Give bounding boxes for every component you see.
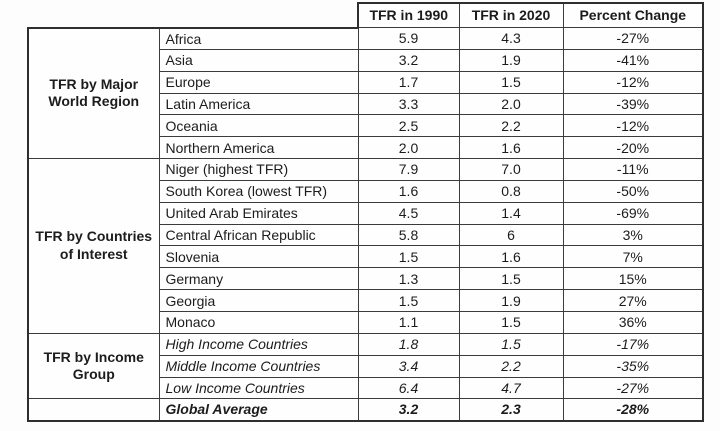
- tfr-1990-value: 7.9: [357, 158, 460, 181]
- tfr-1990-value: 3.4: [357, 354, 460, 378]
- percent-change-value: -12%: [562, 70, 704, 94]
- percent-change-value: -41%: [562, 48, 704, 72]
- percent-change-value: -27%: [562, 27, 704, 50]
- tfr-1990-value: 6.4: [357, 376, 460, 400]
- group-label-countries-of-interest: TFR by Countries of Interest: [27, 158, 160, 334]
- percent-change-value: -28%: [562, 398, 704, 422]
- row-label: Niger (highest TFR): [158, 158, 359, 181]
- table-row: TFR by Major World Region Africa 5.9 4.3…: [27, 26, 704, 160]
- tfr-1990-value: 2.0: [357, 136, 460, 160]
- row-label: Central African Republic: [158, 223, 359, 247]
- global-average-row: Global Average 3.2 2.3 -28%: [27, 398, 704, 422]
- tfr-1990-value: 2.5: [357, 114, 460, 138]
- tfr-1990-value: 3.2: [357, 398, 460, 422]
- tfr-1990-value: 1.3: [357, 267, 460, 291]
- percent-change-value: 3%: [562, 223, 704, 247]
- tfr-1990-value: 1.6: [357, 179, 460, 203]
- table-row: TFR by Countries of Interest Niger (high…: [27, 158, 704, 334]
- row-label: Low Income Countries: [158, 376, 359, 400]
- table-row: TFR by Income Group High Income Countrie…: [27, 332, 704, 400]
- tfr-2020-value: 1.6: [458, 136, 564, 160]
- tfr-2020-value: 1.5: [458, 267, 564, 291]
- table-row: Georgia 1.5 1.9 27%: [28, 289, 704, 312]
- tfr-2020-value: 2.2: [458, 114, 564, 138]
- table-row: Oceania 2.5 2.2 -12%: [28, 114, 704, 138]
- table-row: United Arab Emirates 4.5 1.4 -69%: [28, 201, 704, 225]
- table-row: Middle Income Countries 3.4 2.2 -35%: [28, 354, 704, 378]
- row-label: Germany: [158, 267, 359, 291]
- percent-change-value: 36%: [562, 310, 704, 334]
- percent-change-value: -27%: [562, 376, 704, 400]
- tfr-2020-value: 1.5: [458, 310, 564, 334]
- column-header-tfr-1990: TFR in 1990: [357, 2, 460, 28]
- row-label: Northern America: [158, 136, 359, 160]
- tfr-2020-value: 6: [458, 223, 564, 247]
- table-row: Slovenia 1.5 1.6 7%: [28, 245, 704, 269]
- percent-change-value: -11%: [562, 158, 704, 181]
- tfr-1990-value: 3.2: [357, 48, 460, 72]
- row-label: Georgia: [158, 289, 359, 312]
- table-row: South Korea (lowest TFR) 1.6 0.8 -50%: [28, 179, 704, 203]
- row-label: Global Average: [158, 398, 359, 422]
- tfr-1990-value: 1.5: [357, 245, 460, 269]
- tfr-table: TFR in 1990 TFR in 2020 Percent Change T…: [27, 2, 704, 422]
- tfr-2020-value: 4.7: [458, 376, 564, 400]
- group-label-major-world-region: TFR by Major World Region: [27, 26, 160, 160]
- tfr-2020-value: 1.9: [458, 48, 564, 72]
- row-label: High Income Countries: [158, 332, 359, 356]
- row-label: Asia: [158, 48, 359, 72]
- column-header-percent-change: Percent Change: [562, 2, 704, 28]
- tfr-2020-value: 2.0: [458, 92, 564, 116]
- percent-change-value: -69%: [562, 201, 704, 225]
- table-row: Asia 3.2 1.9 -41%: [28, 48, 704, 72]
- percent-change-value: 7%: [562, 245, 704, 269]
- tfr-2020-value: 2.3: [458, 398, 564, 422]
- row-label: Europe: [158, 70, 359, 94]
- row-label: Africa: [158, 26, 359, 50]
- tfr-2020-value: 1.5: [458, 332, 564, 356]
- group-label-income-group: TFR by Income Group: [27, 332, 160, 400]
- tfr-2020-value: 1.5: [458, 70, 564, 94]
- table-row: Northern America 2.0 1.6 -20%: [28, 136, 704, 160]
- tfr-1990-value: 5.8: [357, 223, 460, 247]
- footer-blank-cell: [27, 398, 160, 422]
- tfr-2020-value: 7.0: [458, 158, 564, 181]
- tfr-2020-value: 4.3: [458, 27, 564, 50]
- tfr-2020-value: 1.6: [458, 245, 564, 269]
- percent-change-value: -12%: [562, 114, 704, 138]
- percent-change-value: 27%: [562, 289, 704, 312]
- percent-change-value: -50%: [562, 179, 704, 203]
- tfr-1990-value: 1.1: [357, 310, 460, 334]
- percent-change-value: -17%: [562, 332, 704, 356]
- tfr-1990-value: 1.7: [357, 70, 460, 94]
- tfr-2020-value: 1.9: [458, 289, 564, 312]
- row-label: South Korea (lowest TFR): [158, 179, 359, 203]
- tfr-2020-value: 0.8: [458, 179, 564, 203]
- tfr-1990-value: 5.9: [357, 27, 460, 50]
- column-header-tfr-2020: TFR in 2020: [458, 2, 564, 28]
- row-label: United Arab Emirates: [158, 201, 359, 225]
- tfr-1990-value: 1.8: [357, 332, 460, 356]
- table-row: Europe 1.7 1.5 -12%: [28, 70, 704, 94]
- table-row: Latin America 3.3 2.0 -39%: [28, 92, 704, 116]
- table-row: Germany 1.3 1.5 15%: [28, 267, 704, 291]
- tfr-1990-value: 1.5: [357, 289, 460, 312]
- percent-change-value: -35%: [562, 354, 704, 378]
- header-blank-area: [28, 3, 358, 28]
- tfr-2020-value: 1.4: [458, 201, 564, 225]
- header-row: TFR in 1990 TFR in 2020 Percent Change: [28, 2, 704, 28]
- row-label: Monaco: [158, 310, 359, 334]
- row-label: Slovenia: [158, 245, 359, 269]
- tfr-2020-value: 2.2: [458, 354, 564, 378]
- tfr-1990-value: 4.5: [357, 201, 460, 225]
- percent-change-value: -39%: [562, 92, 704, 116]
- row-label: Oceania: [158, 114, 359, 138]
- row-label: Middle Income Countries: [158, 354, 359, 378]
- percent-change-value: 15%: [562, 267, 704, 291]
- row-label: Latin America: [158, 92, 359, 116]
- percent-change-value: -20%: [562, 136, 704, 160]
- tfr-1990-value: 3.3: [357, 92, 460, 116]
